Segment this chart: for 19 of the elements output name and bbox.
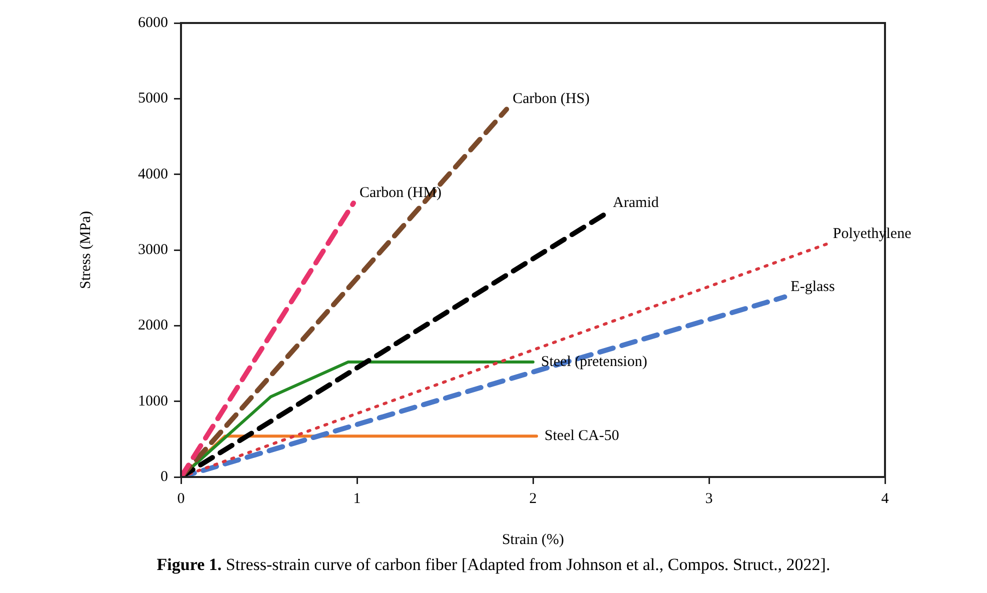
y-tick-label: 4000: [138, 166, 168, 182]
y-tick-label: 5000: [138, 90, 168, 107]
series-label: Steel CA-50: [544, 428, 620, 444]
x-tick-label: 0: [177, 490, 185, 507]
y-tick-label: 6000: [138, 14, 168, 31]
x-tick-label: 2: [529, 490, 537, 507]
x-tick-label: 4: [881, 490, 890, 507]
x-tick-label: 1: [353, 490, 361, 507]
series-label: Aramid: [612, 194, 660, 211]
series-label: Carbon (HS): [512, 91, 590, 108]
x-tick-label: 3: [705, 490, 713, 507]
caption: Figure 1. Stress-strain curve of carbon fiber [Adapted from Johnson et al., Compos. Struct., 2022].: [156, 555, 832, 575]
x-axis-title: Strain (%): [502, 532, 564, 548]
y-axis-title: Stress (MPa): [78, 211, 94, 289]
y-tick-label: 2000: [138, 318, 168, 334]
y-tick-label: 3000: [138, 242, 168, 258]
y-tick-label: 1000: [138, 393, 168, 410]
series-label: E-glass: [790, 278, 835, 295]
y-tick-label: 0: [160, 468, 168, 485]
